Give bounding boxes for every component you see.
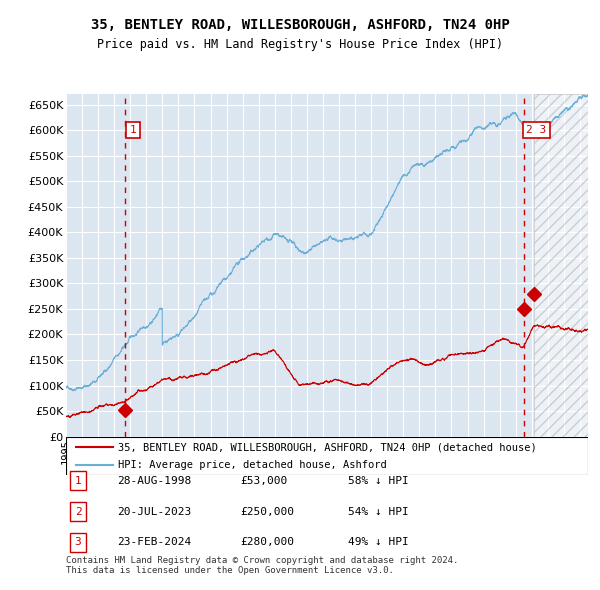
Text: 35, BENTLEY ROAD, WILLESBOROUGH, ASHFORD, TN24 0HP (detached house): 35, BENTLEY ROAD, WILLESBOROUGH, ASHFORD… [118,442,537,453]
FancyBboxPatch shape [66,437,588,475]
Text: HPI: Average price, detached house, Ashford: HPI: Average price, detached house, Ashf… [118,460,387,470]
Bar [534,94,588,437]
Text: £53,000: £53,000 [240,476,287,486]
Text: 28-AUG-1998: 28-AUG-1998 [117,476,191,486]
Text: Contains HM Land Registry data © Crown copyright and database right 2024.
This d: Contains HM Land Registry data © Crown c… [66,556,458,575]
Text: 20-JUL-2023: 20-JUL-2023 [117,507,191,516]
Text: 49% ↓ HPI: 49% ↓ HPI [348,537,409,547]
Text: 23-FEB-2024: 23-FEB-2024 [117,537,191,547]
Text: 1: 1 [130,125,136,135]
Text: 3: 3 [74,537,82,547]
Text: Price paid vs. HM Land Registry's House Price Index (HPI): Price paid vs. HM Land Registry's House … [97,38,503,51]
Text: 54% ↓ HPI: 54% ↓ HPI [348,507,409,516]
Text: 58% ↓ HPI: 58% ↓ HPI [348,476,409,486]
Text: £280,000: £280,000 [240,537,294,547]
Text: 2: 2 [74,507,82,516]
Text: 2 3: 2 3 [526,125,546,135]
Text: 35, BENTLEY ROAD, WILLESBOROUGH, ASHFORD, TN24 0HP: 35, BENTLEY ROAD, WILLESBOROUGH, ASHFORD… [91,18,509,32]
Text: £250,000: £250,000 [240,507,294,516]
Text: 1: 1 [74,476,82,486]
